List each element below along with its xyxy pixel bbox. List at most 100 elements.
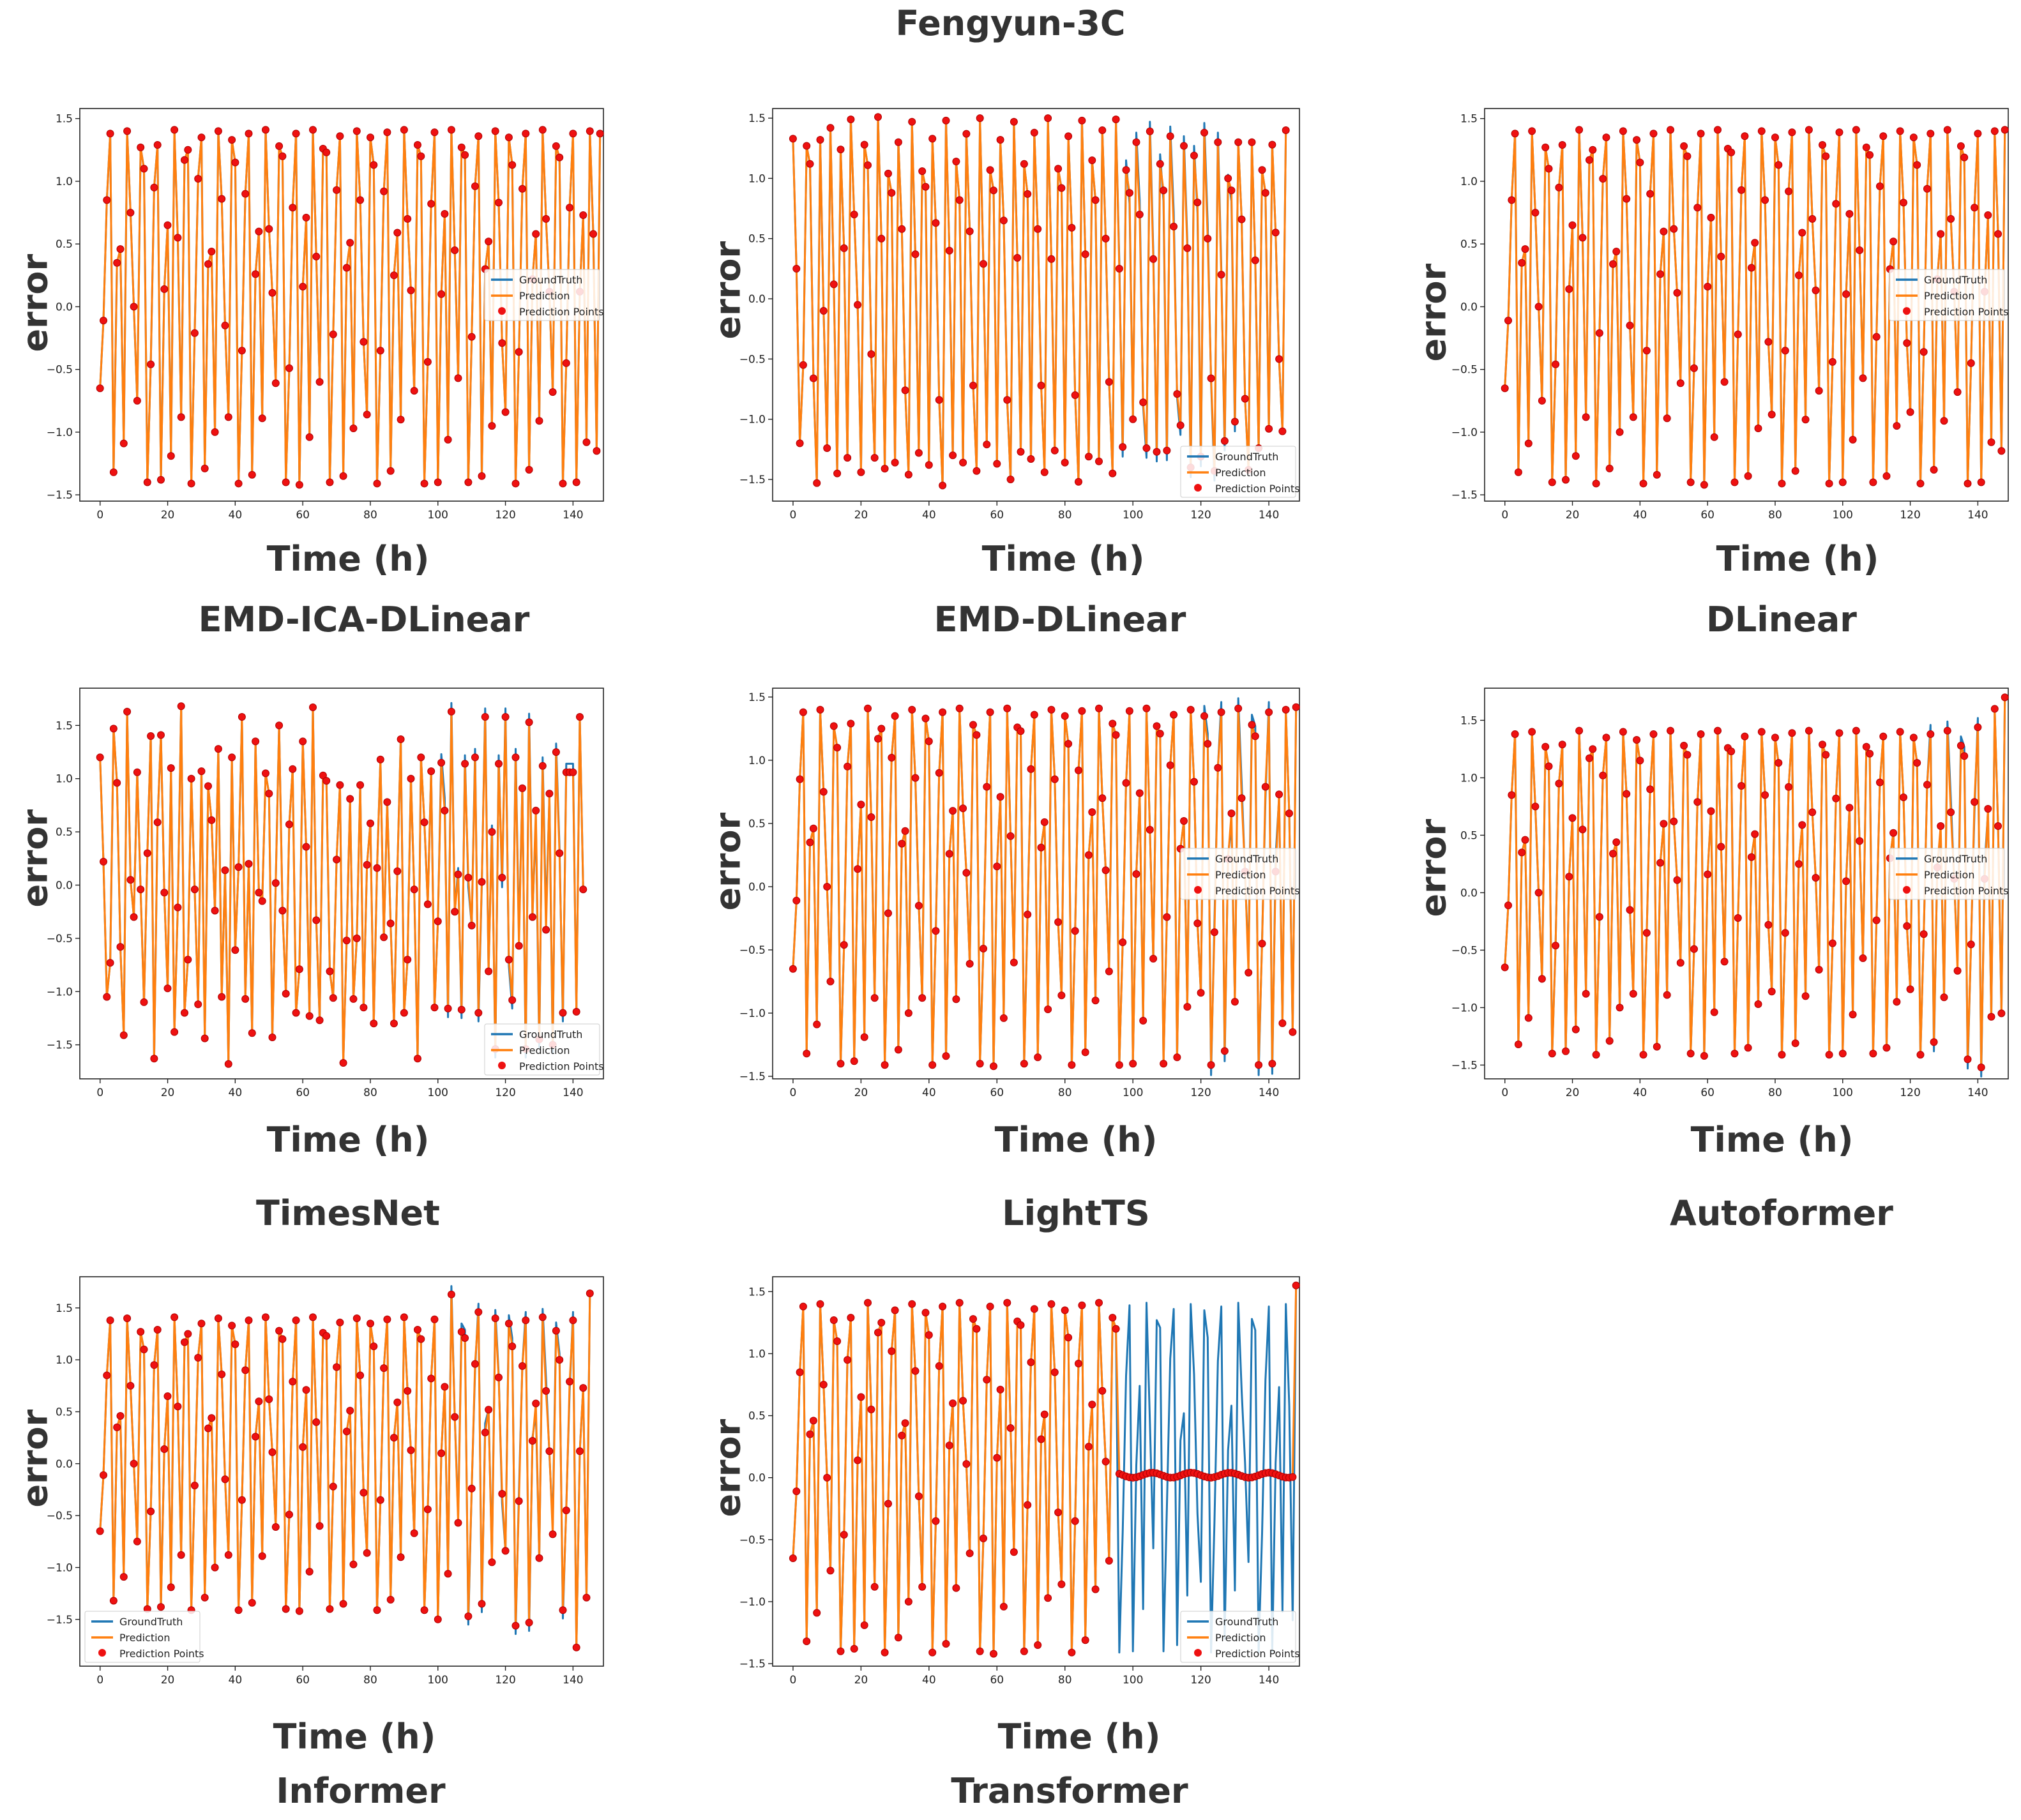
prediction-point xyxy=(891,712,899,720)
prediction-point xyxy=(1122,779,1130,787)
y-axis-label: error xyxy=(15,253,56,352)
prediction-point xyxy=(1974,130,1982,138)
prediction-point xyxy=(447,707,455,716)
prediction-point xyxy=(986,166,994,174)
x-tick-label: 100 xyxy=(428,1087,448,1099)
prediction-point xyxy=(1602,733,1610,742)
prediction-point xyxy=(1255,1061,1263,1069)
prediction-point xyxy=(271,1523,280,1531)
prediction-point xyxy=(197,133,206,142)
prediction-point xyxy=(1565,873,1573,881)
prediction-point xyxy=(1967,940,1975,949)
prediction-point xyxy=(1562,1047,1570,1055)
series-prediction xyxy=(99,1293,591,1649)
prediction-point xyxy=(427,767,435,776)
prediction-point xyxy=(238,1496,246,1504)
prediction-point xyxy=(268,1034,276,1041)
prediction-point xyxy=(1852,126,1860,134)
prediction-point xyxy=(867,350,875,358)
y-tick-label: −0.5 xyxy=(47,1510,73,1523)
prediction-point xyxy=(1940,417,1948,425)
y-tick-label: −0.5 xyxy=(1451,944,1478,957)
x-tick-label: 60 xyxy=(296,1087,310,1099)
prediction-point xyxy=(410,885,418,894)
legend-swatch-points xyxy=(1194,1649,1202,1657)
prediction-point xyxy=(1764,338,1773,346)
prediction-point xyxy=(224,1060,232,1068)
prediction-point xyxy=(147,1507,155,1515)
prediction-point xyxy=(1964,479,1972,488)
prediction-point xyxy=(1862,742,1870,751)
prediction-point xyxy=(275,721,284,730)
prediction-point xyxy=(891,1306,899,1314)
prediction-point xyxy=(1135,789,1144,797)
y-tick-label: 1.5 xyxy=(748,691,766,704)
prediction-point xyxy=(921,714,930,723)
prediction-point xyxy=(119,1573,128,1581)
prediction-point xyxy=(339,1059,347,1067)
series-groundtruth xyxy=(792,116,1287,486)
x-tick-label: 60 xyxy=(990,509,1004,522)
prediction-point xyxy=(789,135,797,143)
prediction-point xyxy=(528,913,536,921)
prediction-point xyxy=(252,737,260,746)
legend-box xyxy=(1180,446,1296,498)
x-tick-label: 100 xyxy=(1833,1087,1853,1099)
prediction-point xyxy=(1173,390,1181,398)
prediction-point xyxy=(1697,730,1705,738)
prediction-point xyxy=(1057,184,1066,192)
prediction-point xyxy=(870,1583,879,1591)
prediction-point xyxy=(1879,732,1888,741)
prediction-point xyxy=(1757,728,1766,736)
prediction-point xyxy=(160,889,169,897)
prediction-point xyxy=(1224,855,1232,863)
prediction-point xyxy=(813,479,821,487)
prediction-point xyxy=(1115,264,1123,273)
prediction-point xyxy=(1646,785,1654,793)
prediction-point xyxy=(383,128,391,137)
x-tick-label: 100 xyxy=(428,509,448,522)
prediction-point xyxy=(383,798,391,806)
prediction-point xyxy=(864,161,872,169)
prediction-point xyxy=(1741,732,1749,741)
prediction-point xyxy=(986,708,994,716)
prediction-point xyxy=(976,1647,984,1655)
legend-label: Prediction xyxy=(519,290,570,302)
prediction-point xyxy=(511,753,520,762)
prediction-point xyxy=(1882,472,1891,480)
prediction-point xyxy=(380,187,388,195)
prediction-point xyxy=(552,142,560,150)
x-tick-label: 0 xyxy=(96,509,103,522)
prediction-point xyxy=(1693,798,1702,806)
x-tick-label: 140 xyxy=(1967,1087,1988,1099)
prediction-point xyxy=(478,472,486,480)
prediction-point xyxy=(1017,727,1025,735)
prediction-point xyxy=(471,753,479,762)
prediction-point xyxy=(935,1362,943,1370)
prediction-point xyxy=(1828,939,1836,947)
prediction-point xyxy=(106,1316,114,1325)
prediction-point xyxy=(1859,374,1867,382)
series-groundtruth xyxy=(99,702,584,1065)
x-tick-label: 20 xyxy=(854,1674,868,1687)
prediction-point xyxy=(566,1378,574,1386)
prediction-point xyxy=(874,113,882,121)
y-axis-label: error xyxy=(1413,263,1454,362)
prediction-point xyxy=(245,130,253,138)
legend-label: Prediction Points xyxy=(1215,483,1300,495)
prediction-point xyxy=(461,1334,469,1342)
prediction-point xyxy=(990,1650,997,1658)
model-title: LightTS xyxy=(1002,1193,1150,1233)
prediction-point xyxy=(949,451,957,460)
prediction-point xyxy=(1020,1060,1028,1068)
y-tick-label: −1.0 xyxy=(47,1561,73,1574)
prediction-point xyxy=(174,903,182,912)
prediction-point xyxy=(833,1337,842,1345)
prediction-point xyxy=(1238,215,1246,223)
prediction-point xyxy=(457,1328,466,1336)
prediction-point xyxy=(877,725,886,733)
prediction-point xyxy=(1791,1039,1799,1048)
prediction-point xyxy=(1819,141,1826,149)
